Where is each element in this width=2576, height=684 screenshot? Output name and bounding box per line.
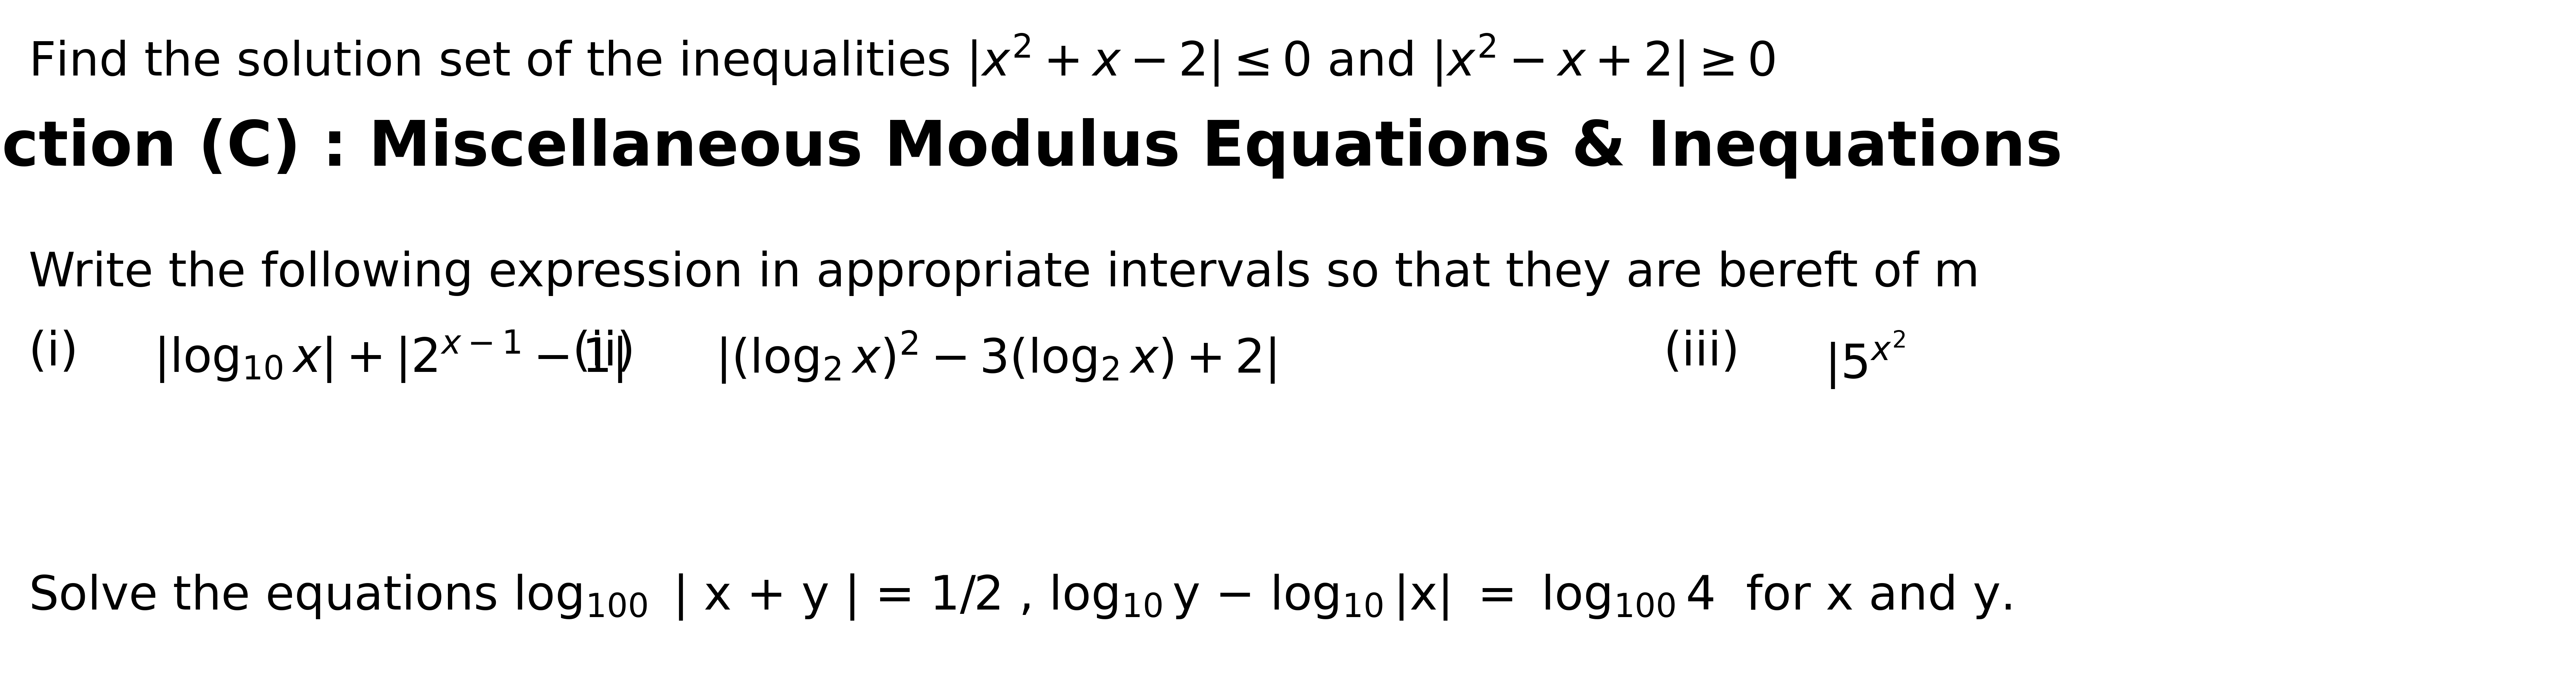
Text: (ii): (ii) (572, 329, 636, 375)
Text: (i): (i) (28, 329, 80, 375)
Text: ction (C) : Miscellaneous Modulus Equations & Inequations: ction (C) : Miscellaneous Modulus Equati… (3, 118, 2063, 179)
Text: $|5^{x^{2}}$: $|5^{x^{2}}$ (1824, 329, 1906, 391)
Text: $|(\log_{2}x)^{2} - 3(\log_{2}x) + 2|$: $|(\log_{2}x)^{2} - 3(\log_{2}x) + 2|$ (716, 329, 1275, 384)
Text: Find the solution set of the inequalities $|x^{2} + x - 2| \leq 0$ and $|x^{2} -: Find the solution set of the inequalitie… (28, 32, 1775, 88)
Text: Solve the equations $\log_{100}$ | x + y | = 1/2 , $\log_{10}$y $-$ $\log_{10}$|: Solve the equations $\log_{100}$ | x + y… (28, 573, 2012, 621)
Text: $|\log_{10}x| + |2^{x-1} - 1|$: $|\log_{10}x| + |2^{x-1} - 1|$ (155, 329, 623, 384)
Text: Write the following expression in appropriate intervals so that they are bereft : Write the following expression in approp… (28, 250, 1981, 296)
Text: (iii): (iii) (1664, 329, 1739, 375)
